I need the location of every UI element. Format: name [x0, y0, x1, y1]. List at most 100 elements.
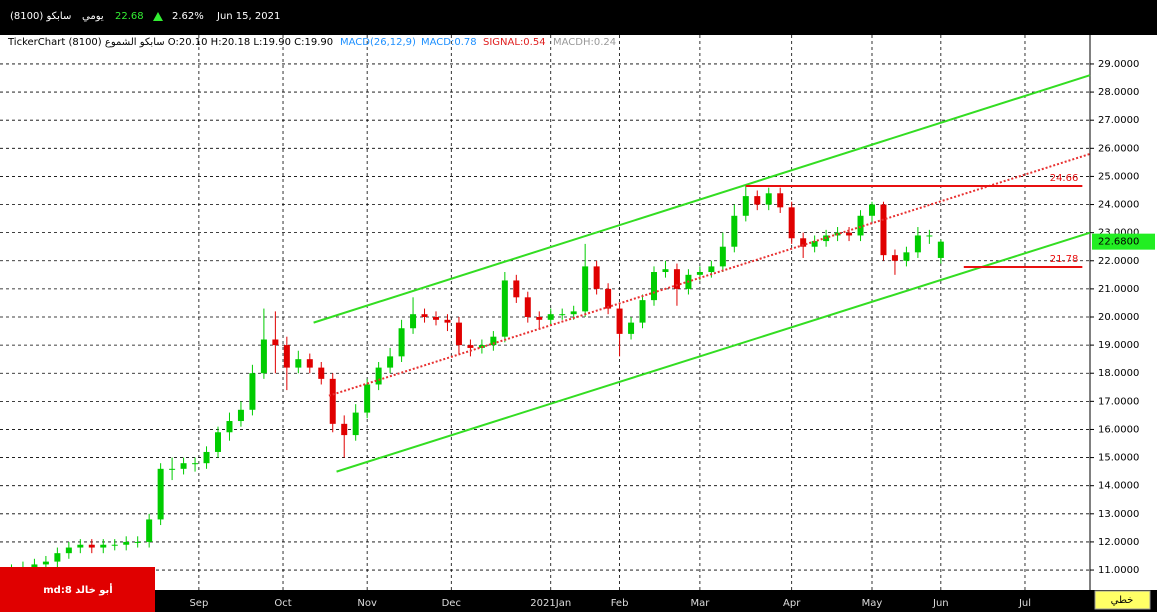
candle-body [501, 280, 508, 337]
x-tick-label: Apr [783, 598, 801, 609]
candle-body [777, 193, 784, 208]
candle-body [341, 423, 348, 436]
badge-text: md:8 أبو خالد [43, 583, 112, 596]
candle-body [628, 322, 635, 334]
candle-body [203, 451, 210, 464]
plot-area [0, 35, 1090, 590]
candle-body [800, 238, 807, 247]
candle-body [329, 378, 336, 424]
y-tick-label: 24.0000 [1098, 200, 1139, 211]
badge [0, 567, 155, 612]
x-tick-label: Sep [189, 598, 208, 609]
candle-body [467, 345, 474, 348]
candle-body [111, 544, 118, 546]
y-tick-label: 17.0000 [1098, 396, 1139, 407]
candle-body [100, 544, 107, 548]
y-tick-label: 16.0000 [1098, 424, 1139, 435]
candle-body [536, 316, 543, 320]
last-price: 22.68 [115, 11, 144, 22]
candle-body [926, 235, 933, 237]
price-tag-label: 22.6800 [1098, 237, 1139, 248]
x-tick-label: Oct [274, 598, 291, 609]
candle-body [410, 314, 417, 329]
x-tick-label: Mar [690, 598, 710, 609]
candle-body [375, 367, 382, 385]
candle-body [846, 232, 853, 236]
candle-body [765, 193, 772, 205]
signal: SIGNAL:0.54 [483, 37, 546, 48]
candle-body [455, 322, 462, 346]
candle-body [306, 359, 313, 368]
candle-body [742, 196, 749, 216]
period: يومي [82, 11, 104, 22]
y-tick-label: 23.0000 [1098, 228, 1139, 239]
x-tick-label: May [862, 598, 883, 609]
y-tick-label: 13.0000 [1098, 509, 1139, 520]
y-tick-label: 22.0000 [1098, 256, 1139, 267]
x-axis-bar [0, 590, 1157, 612]
candle-body [673, 269, 680, 289]
candle-body [651, 272, 657, 301]
y-axis-area [1090, 35, 1157, 590]
trendline [313, 74, 1091, 324]
y-tick-label: 26.0000 [1098, 143, 1139, 154]
candle-body [513, 280, 520, 298]
candle-body [811, 241, 818, 247]
up-arrow [153, 12, 163, 21]
y-tick-label: 19.0000 [1098, 340, 1139, 351]
y-tick-label: 11.0000 [1098, 565, 1139, 576]
candle-body [237, 409, 244, 422]
candle-body [903, 252, 910, 261]
candle-body [215, 432, 221, 452]
candle-body [146, 519, 153, 542]
candle-body [352, 412, 359, 436]
candle-body [433, 316, 439, 320]
candle-body [42, 561, 49, 565]
candle-body [696, 272, 703, 275]
y-tick-label: 15.0000 [1098, 453, 1139, 464]
candle-body [295, 359, 302, 368]
candle-body [65, 547, 72, 554]
candle-body [708, 266, 715, 273]
trendline [336, 231, 1091, 473]
candle-body [880, 204, 887, 256]
chart-type-label[interactable]: خطي [1111, 595, 1134, 606]
y-tick-label: 25.0000 [1098, 171, 1139, 182]
marks [8, 74, 1091, 579]
y-tick-label: 18.0000 [1098, 368, 1139, 379]
macd-name: MACD(26,12,9) [340, 37, 416, 48]
price-tag [1092, 233, 1155, 250]
y-tick-label: 12.0000 [1098, 537, 1139, 548]
candle-body [605, 288, 612, 309]
x-tick-label: 2021Jan [530, 598, 571, 609]
candle-body [134, 541, 141, 543]
macd: MACD:0.78 [421, 37, 477, 48]
chart-type-button[interactable] [1094, 590, 1151, 610]
candle-body [593, 266, 600, 289]
candle-body [283, 345, 290, 368]
candle-body [169, 468, 176, 470]
candle-body [731, 215, 738, 247]
x-tick-label: Nov [357, 598, 377, 609]
candle-body [444, 319, 451, 323]
candle-body [662, 269, 669, 273]
candle-body [490, 336, 497, 346]
y-tick-label: 27.0000 [1098, 115, 1139, 126]
candle-body [77, 544, 84, 548]
candle-body [788, 207, 795, 239]
level-label: 21.78 [1050, 254, 1079, 265]
candle-body [547, 314, 554, 320]
symbol: (8100) سابكو [10, 11, 71, 22]
candle-body [260, 339, 267, 374]
candle-body [639, 300, 646, 323]
candle-body [719, 246, 726, 267]
candle-body [180, 463, 187, 469]
candle-body [937, 241, 944, 258]
candle-body [157, 468, 164, 520]
y-tick-label: 28.0000 [1098, 87, 1139, 98]
trendline [328, 152, 1091, 397]
date: Jun 15, 2021 [216, 11, 280, 22]
candle-body [559, 314, 566, 316]
candle-body [192, 463, 199, 465]
